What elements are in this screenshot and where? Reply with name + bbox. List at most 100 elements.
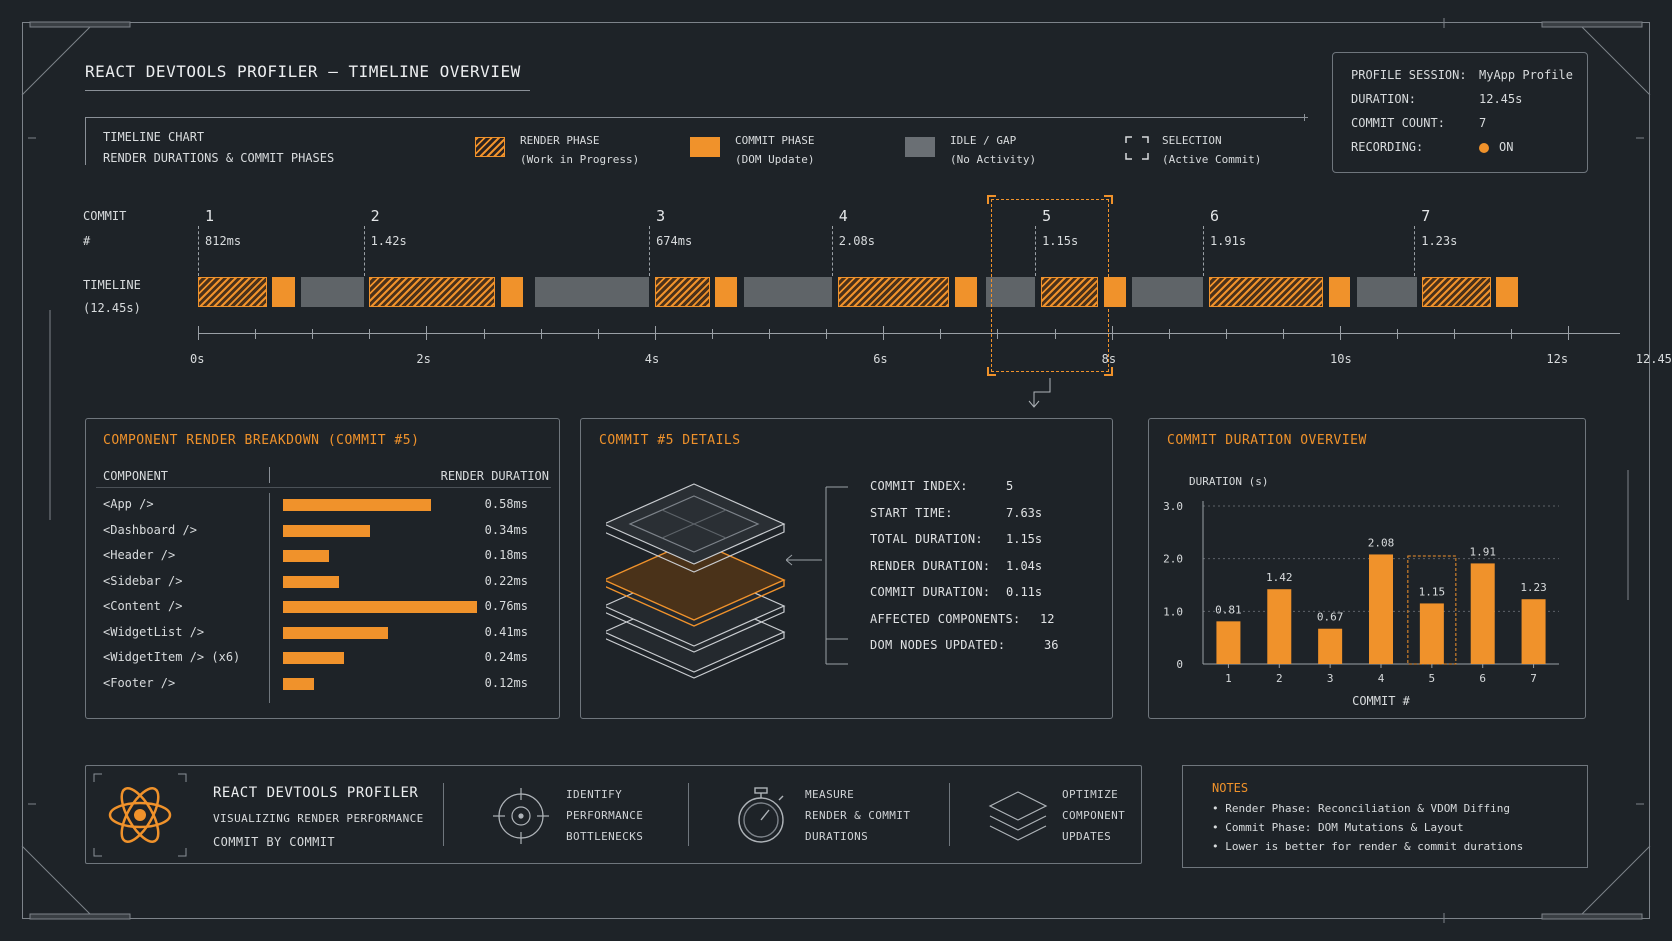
bar-value-label: 1.91 [1469, 545, 1496, 558]
commit-6-label[interactable]: 6 [1209, 207, 1219, 225]
page-title: REACT DEVTOOLS PROFILER – TIMELINE OVERV… [85, 62, 521, 81]
notes-panel: NOTES • Render Phase: Reconciliation & V… [1182, 765, 1588, 868]
timeline-total-label: (12.45s) [83, 301, 141, 315]
component-name: <Content /> [103, 599, 183, 613]
stacked-layers-icon [606, 483, 786, 679]
notes-item-1: • Render Phase: Reconciliation & VDOM Di… [1212, 802, 1511, 815]
component-duration-value: 0.41ms [484, 624, 528, 639]
idle-swatch-icon [905, 137, 935, 157]
timeline-commit-segment[interactable] [1103, 277, 1127, 307]
commit-7-label[interactable]: 7 [1421, 207, 1431, 225]
timeline-axis-tick [483, 329, 485, 339]
x-axis-title: COMMIT # [1352, 694, 1411, 708]
detail-value: 5 [1006, 479, 1014, 493]
session-duration-label: DURATION: [1351, 92, 1417, 106]
session-duration-value: 12.45s [1479, 92, 1523, 106]
timeline-render-segment[interactable] [837, 277, 950, 307]
commit-5-label[interactable]: 5 [1042, 207, 1052, 225]
timeline-axis-label: 2s [416, 352, 431, 366]
x-tick-label: 1 [1225, 672, 1232, 685]
bar-commit-3 [1318, 628, 1343, 664]
feature-identify-text: IDENTIFY PERFORMANCE BOTTLENECKS [566, 788, 644, 843]
component-duration-bar [283, 677, 314, 690]
timeline-idle-segment[interactable] [300, 277, 364, 307]
crosshair-icon [493, 788, 549, 844]
timeline-render-segment[interactable] [654, 277, 710, 307]
timeline-render-segment[interactable] [1422, 277, 1491, 307]
commit-marker-line [1202, 226, 1204, 276]
bar-commit-1 [1216, 621, 1241, 664]
timeline-track[interactable]: 1 812ms 2 1.42s 3 674ms 4 2.08s 5 1.15s 6 1.91s 7 1.2… [0, 0, 1672, 380]
component-duration-value: 0.24ms [484, 650, 528, 664]
commit-2-label[interactable]: 2 [370, 207, 380, 225]
timeline-row-label: TIMELINE [83, 278, 141, 292]
overview-title: COMMIT DURATION OVERVIEW [1167, 433, 1367, 448]
commit-marker-line [1414, 226, 1416, 276]
component-duration-bar [283, 601, 477, 613]
detail-value: 1.15s [1006, 532, 1043, 546]
react-logo-icon [93, 773, 187, 857]
timeline-render-segment[interactable] [369, 277, 495, 307]
timeline-render-segment[interactable] [1040, 277, 1098, 307]
timeline-axis-tick [1054, 329, 1056, 339]
timeline-axis-tick [540, 329, 542, 339]
commit-duration-chart: DURATION (s) 0 1.0 2.0 3.0 0.81 1 1.42 2 0.67 3 2.0… [1163, 475, 1559, 708]
detail-label: AFFECTED COMPONENTS: [870, 611, 1021, 626]
commit-1-label[interactable]: 1 [205, 207, 215, 225]
bar-value-label: 1.42 [1266, 571, 1293, 584]
bar-commit-7 [1521, 599, 1546, 664]
commit-marker-line [1035, 226, 1037, 276]
timeline-axis-tick [1282, 329, 1284, 339]
bar-commit-5 [1419, 603, 1444, 664]
timeline-commit-segment[interactable] [715, 277, 737, 307]
timeline-commit-segment[interactable] [955, 277, 977, 307]
timeline-axis-tick [940, 329, 942, 339]
commit-6-duration: 1.91s [1209, 234, 1247, 248]
bar-value-label: 0.81 [1215, 603, 1242, 616]
bar-value-label: 1.23 [1520, 581, 1547, 594]
timeline-idle-segment[interactable] [534, 277, 650, 307]
x-tick-label: 2 [1276, 672, 1283, 685]
timeline-idle-segment[interactable] [1132, 277, 1203, 307]
x-tick-label: 4 [1378, 672, 1385, 685]
timeline-idle-segment[interactable] [743, 277, 832, 307]
x-tick-label: 3 [1327, 672, 1334, 685]
y-tick-label: 2.0 [1163, 553, 1183, 566]
y-tick-label: 0 [1176, 658, 1183, 671]
timeline-render-segment[interactable] [198, 277, 267, 307]
detail-value: 12 [1040, 611, 1055, 626]
feature-optimize-text: OPTIMIZE COMPONENT UPDATES [1062, 788, 1126, 843]
timeline-idle-segment[interactable] [1357, 277, 1417, 307]
timeline-axis-line [198, 333, 1620, 334]
timeline-axis-label: 12.45s [1635, 352, 1672, 366]
notes-item-3: • Lower is better for render & commit du… [1212, 840, 1524, 853]
timeline-commit-segment[interactable] [272, 277, 296, 307]
commit-5-duration: 1.15s [1042, 234, 1079, 248]
timeline-axis-label: 6s [873, 352, 888, 366]
commit-7-duration: 1.23s [1421, 234, 1458, 248]
commit-4-label[interactable]: 4 [838, 207, 848, 225]
component-duration-bar [283, 575, 340, 588]
component-name: <WidgetList /> [103, 624, 205, 639]
timeline-axis-label: 0s [190, 352, 205, 366]
x-tick-label: 6 [1479, 672, 1486, 685]
timeline-axis-tick [597, 329, 599, 339]
component-duration-value: 0.34ms [484, 522, 528, 537]
commit-3-label[interactable]: 3 [656, 207, 666, 225]
component-name: <App /> [103, 497, 154, 511]
timeline-commit-segment[interactable] [500, 277, 524, 307]
session-recording-label: RECORDING: [1351, 140, 1424, 154]
footer-panel: REACT DEVTOOLS PROFILER VISUALIZING REND… [85, 765, 1142, 864]
y-tick-label: 1.0 [1163, 605, 1183, 618]
timeline-idle-segment[interactable] [985, 277, 1036, 307]
breakdown-panel: COMPONENT RENDER BREAKDOWN (COMMIT #5) C… [85, 418, 560, 719]
timeline-commit-segment[interactable] [1496, 277, 1519, 307]
timeline-axis-tick [1111, 326, 1113, 340]
timeline-axis-tick [997, 329, 999, 339]
timeline-commit-segment[interactable] [1328, 277, 1351, 307]
detail-label: COMMIT INDEX: [870, 479, 968, 493]
stopwatch-icon [738, 787, 784, 843]
y-tick-label: 3.0 [1163, 500, 1183, 513]
timeline-render-segment[interactable] [1208, 277, 1323, 307]
